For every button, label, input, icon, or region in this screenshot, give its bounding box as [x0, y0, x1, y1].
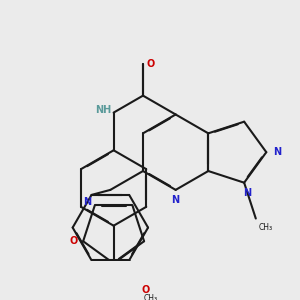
Text: N: N [83, 196, 92, 206]
Text: NH: NH [96, 105, 112, 115]
Text: O: O [147, 58, 155, 69]
Text: CH₃: CH₃ [144, 294, 158, 300]
Text: O: O [141, 285, 149, 295]
Text: N: N [243, 188, 251, 198]
Text: N: N [273, 147, 281, 157]
Text: N: N [172, 195, 180, 205]
Text: O: O [70, 236, 78, 246]
Text: CH₃: CH₃ [258, 223, 272, 232]
